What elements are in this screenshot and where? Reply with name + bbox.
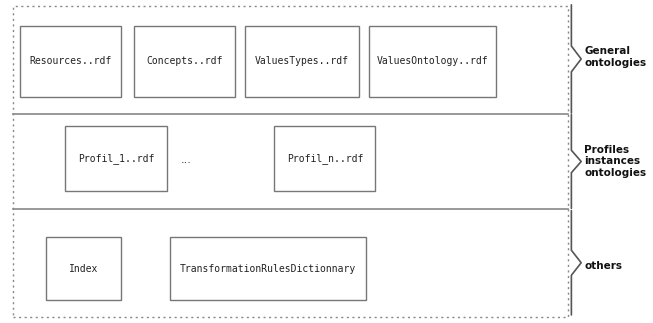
Text: ValuesOntology..rdf: ValuesOntology..rdf: [377, 57, 488, 66]
Text: Concepts..rdf: Concepts..rdf: [146, 57, 223, 66]
Text: General
ontologies: General ontologies: [584, 47, 646, 68]
Text: others: others: [584, 261, 622, 271]
FancyBboxPatch shape: [46, 237, 121, 300]
FancyBboxPatch shape: [20, 26, 121, 97]
Text: Profil_1..rdf: Profil_1..rdf: [78, 153, 154, 164]
FancyBboxPatch shape: [369, 26, 496, 97]
Text: Profil_n..rdf: Profil_n..rdf: [287, 153, 363, 164]
FancyBboxPatch shape: [134, 26, 235, 97]
Text: ...: ...: [181, 155, 191, 165]
FancyBboxPatch shape: [245, 26, 359, 97]
FancyBboxPatch shape: [65, 126, 167, 191]
FancyBboxPatch shape: [170, 237, 366, 300]
FancyBboxPatch shape: [274, 126, 375, 191]
Text: ValuesTypes..rdf: ValuesTypes..rdf: [255, 57, 349, 66]
Text: Profiles
instances
ontologies: Profiles instances ontologies: [584, 145, 646, 178]
Text: Resources..rdf: Resources..rdf: [29, 57, 111, 66]
Text: TransformationRulesDictionnary: TransformationRulesDictionnary: [180, 264, 356, 274]
Text: Index: Index: [69, 264, 98, 274]
